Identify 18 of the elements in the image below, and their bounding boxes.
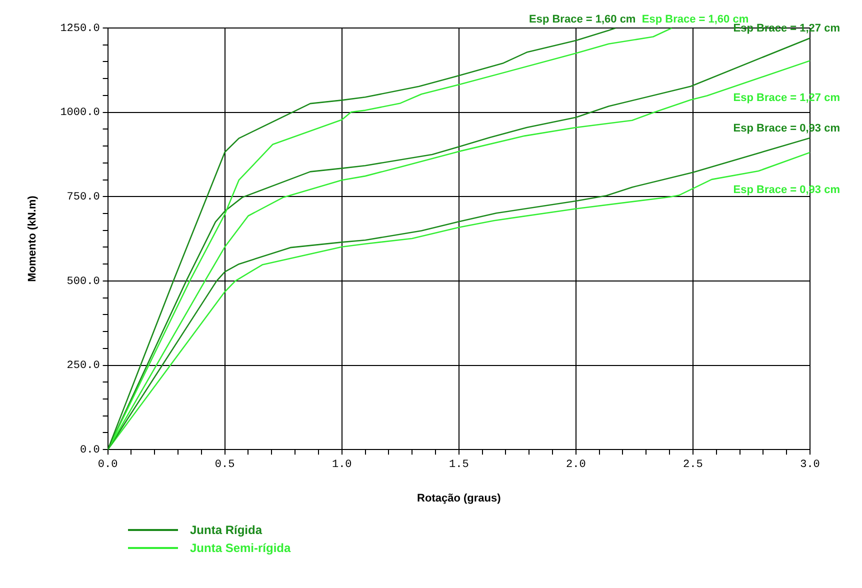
x-tick-label: 1.0 bbox=[332, 459, 352, 472]
x-tick-label: 0.0 bbox=[98, 459, 118, 472]
y-tick-label: 500.0 bbox=[66, 276, 100, 288]
x-tick-label: 0.5 bbox=[214, 459, 235, 472]
y-tick-label: 750.0 bbox=[66, 192, 100, 204]
y-tick-label: 1000.0 bbox=[60, 107, 100, 120]
y-tick-label: 0.0 bbox=[80, 444, 100, 457]
x-tick-label: 3.0 bbox=[800, 459, 820, 472]
y-tick-label: 250.0 bbox=[66, 360, 100, 372]
y-tick-label: 1250.0 bbox=[60, 22, 100, 35]
x-tick-label: 1.5 bbox=[448, 459, 469, 472]
x-tick-label: 2.5 bbox=[683, 459, 703, 472]
legend-label: Junta Rígida bbox=[190, 523, 262, 537]
legend-label: Junta Semi-rígida bbox=[190, 541, 291, 555]
x-axis-title: Rotação (graus) bbox=[417, 492, 502, 504]
text: Esp Brace = 1,60 cm bbox=[529, 14, 636, 26]
x-tick-label: 2.0 bbox=[566, 459, 586, 472]
y-axis-title: Momento (kN.m) bbox=[26, 195, 39, 282]
